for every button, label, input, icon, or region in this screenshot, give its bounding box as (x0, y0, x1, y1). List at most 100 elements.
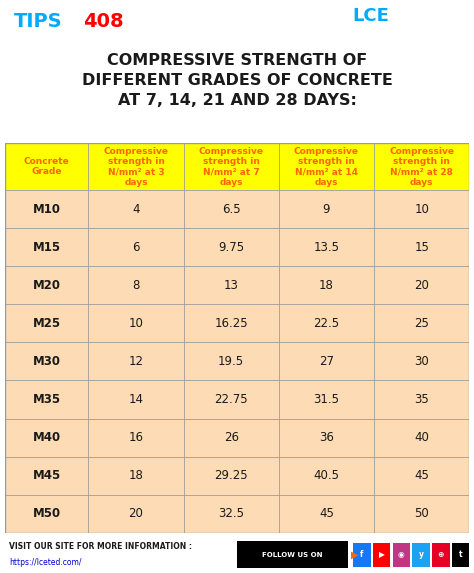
Text: 20: 20 (414, 278, 429, 292)
Bar (5, 304, 88, 343)
Text: 4: 4 (132, 203, 140, 215)
Text: ◉: ◉ (398, 550, 405, 559)
Bar (374, 190, 469, 228)
Bar (88, 304, 183, 343)
Text: 408: 408 (83, 12, 124, 31)
Text: 29.25: 29.25 (214, 469, 248, 482)
Bar (392, 543, 410, 567)
Text: f: f (360, 550, 364, 559)
Bar (5, 457, 88, 495)
Bar (5, 190, 88, 228)
Text: 25: 25 (414, 317, 429, 330)
Text: 9: 9 (323, 203, 330, 215)
Text: https://lceted.com/: https://lceted.com/ (9, 558, 82, 567)
Bar (279, 380, 374, 419)
Text: VISIT OUR SITE FOR MORE INFORMATION :: VISIT OUR SITE FOR MORE INFORMATION : (9, 541, 192, 551)
Text: Compressive
strength in
N/mm² at 7
days: Compressive strength in N/mm² at 7 days (199, 147, 264, 187)
Bar (88, 228, 183, 266)
Text: 31.5: 31.5 (313, 393, 339, 406)
Text: 10: 10 (128, 317, 144, 330)
Text: 22.75: 22.75 (214, 393, 248, 406)
Text: 16.25: 16.25 (214, 317, 248, 330)
Bar (374, 495, 469, 533)
Text: ▶: ▶ (379, 550, 384, 559)
Bar (5, 228, 88, 266)
Bar (374, 228, 469, 266)
Text: 36: 36 (319, 431, 334, 444)
Bar (279, 143, 374, 190)
Bar (5, 343, 88, 380)
Text: 45: 45 (319, 507, 334, 520)
Text: 19.5: 19.5 (218, 355, 244, 368)
Bar (183, 143, 279, 190)
Text: 27: 27 (319, 355, 334, 368)
Bar (183, 495, 279, 533)
Bar (183, 304, 279, 343)
Text: M45: M45 (32, 469, 61, 482)
Bar (5, 380, 88, 419)
Bar (374, 419, 469, 457)
Text: y: y (419, 550, 424, 559)
Text: M20: M20 (33, 278, 61, 292)
Text: 26: 26 (224, 431, 239, 444)
Text: 50: 50 (414, 507, 429, 520)
Bar (353, 543, 371, 567)
Text: 40: 40 (414, 431, 429, 444)
Bar (374, 457, 469, 495)
Text: t: t (459, 550, 462, 559)
Text: Concrete
Grade: Concrete Grade (24, 157, 69, 176)
Bar (452, 543, 469, 567)
Text: INSTITUTE FOR CIVIL ENGINEERS: INSTITUTE FOR CIVIL ENGINEERS (352, 33, 433, 38)
Bar (279, 190, 374, 228)
Bar (183, 343, 279, 380)
Bar (279, 419, 374, 457)
Text: 10: 10 (414, 203, 429, 215)
Bar (373, 543, 390, 567)
Text: Compressive
strength in
N/mm² at 28
days: Compressive strength in N/mm² at 28 days (389, 147, 454, 187)
Text: LCE: LCE (352, 7, 389, 25)
Bar (279, 304, 374, 343)
Text: M10: M10 (33, 203, 61, 215)
Text: 6: 6 (132, 241, 140, 254)
Text: 9.75: 9.75 (218, 241, 244, 254)
Text: 40.5: 40.5 (313, 469, 339, 482)
Text: 8: 8 (132, 278, 140, 292)
Bar (183, 380, 279, 419)
Text: 16: 16 (128, 431, 144, 444)
Bar (88, 419, 183, 457)
Text: 22.5: 22.5 (313, 317, 339, 330)
Bar (279, 495, 374, 533)
Text: ⊕: ⊕ (438, 550, 444, 559)
Bar (88, 343, 183, 380)
Text: 15: 15 (414, 241, 429, 254)
Text: 45: 45 (414, 469, 429, 482)
Text: 18: 18 (319, 278, 334, 292)
Text: M50: M50 (33, 507, 61, 520)
Text: 35: 35 (414, 393, 429, 406)
Bar (88, 380, 183, 419)
Text: 13: 13 (224, 278, 238, 292)
Text: 32.5: 32.5 (218, 507, 244, 520)
Text: M15: M15 (33, 241, 61, 254)
Text: 12: 12 (128, 355, 144, 368)
Bar (374, 304, 469, 343)
Bar (5, 419, 88, 457)
Text: ™: ™ (464, 6, 470, 11)
Text: FOLLOW US ON: FOLLOW US ON (263, 552, 323, 558)
Bar (279, 457, 374, 495)
Text: 18: 18 (128, 469, 144, 482)
Bar (374, 380, 469, 419)
Text: 14: 14 (128, 393, 144, 406)
Bar (432, 543, 449, 567)
Bar (88, 495, 183, 533)
Text: TED: TED (404, 7, 443, 25)
Bar (279, 228, 374, 266)
Bar (183, 266, 279, 304)
Text: Compressive
strength in
N/mm² at 14
days: Compressive strength in N/mm² at 14 days (294, 147, 359, 187)
Text: 6.5: 6.5 (222, 203, 240, 215)
Bar (88, 266, 183, 304)
Bar (412, 543, 430, 567)
Bar (5, 266, 88, 304)
Bar (183, 457, 279, 495)
Bar (88, 143, 183, 190)
